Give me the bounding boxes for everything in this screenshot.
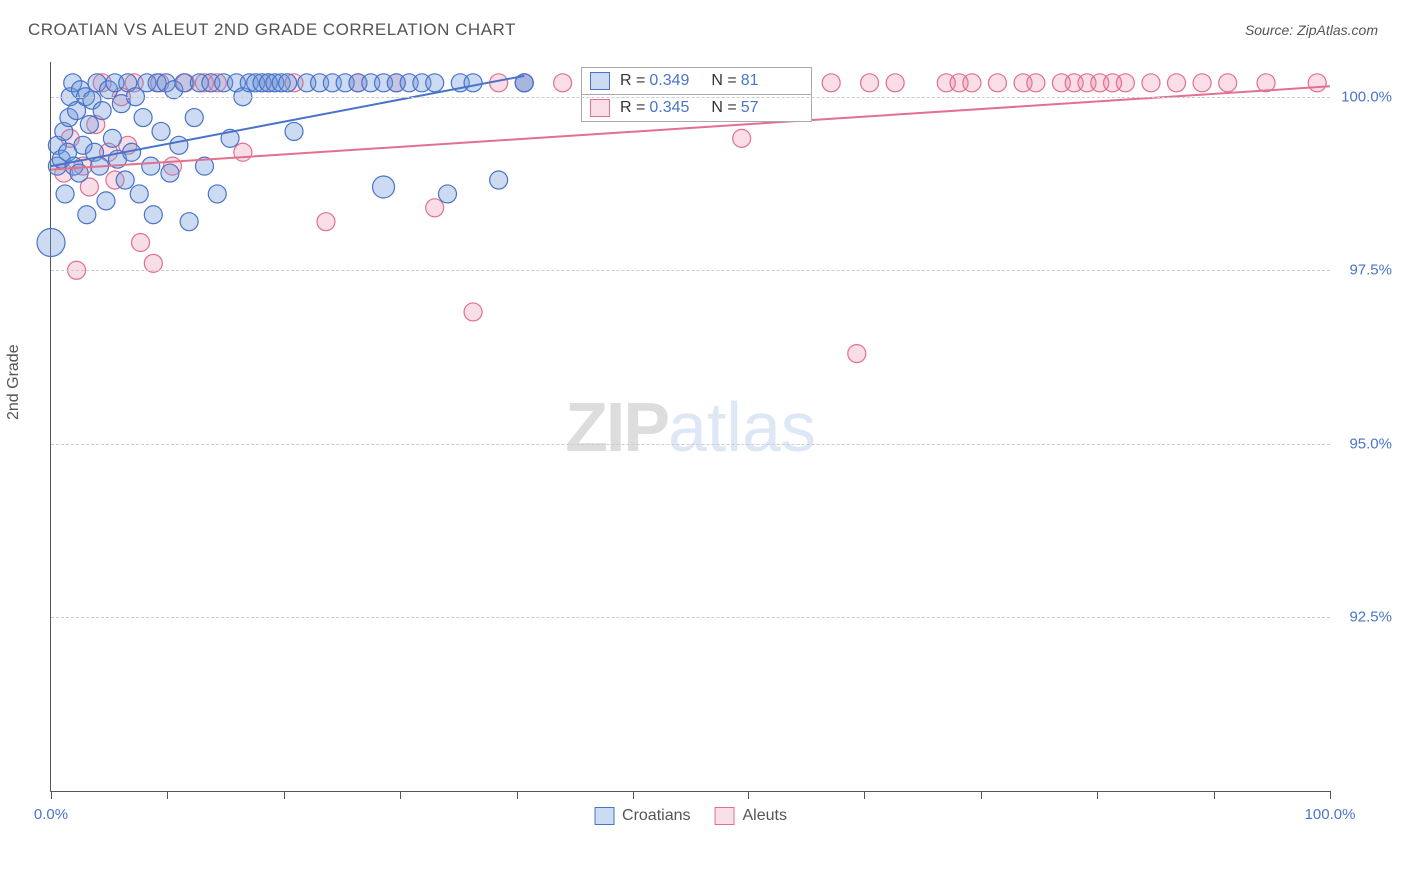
data-point	[103, 129, 121, 147]
y-tick-label: 97.5%	[1337, 262, 1392, 279]
data-point	[185, 109, 203, 127]
x-tick	[284, 791, 285, 799]
data-point	[142, 157, 160, 175]
data-point	[116, 171, 134, 189]
x-tick	[167, 791, 168, 799]
data-point	[822, 74, 840, 92]
data-point	[161, 164, 179, 182]
x-tick	[517, 791, 518, 799]
chart-title: CROATIAN VS ALEUT 2ND GRADE CORRELATION …	[28, 20, 516, 40]
data-point	[80, 115, 98, 133]
x-tick	[1097, 791, 1098, 799]
stats-row-croatians: R = 0.349 N = 81	[582, 68, 811, 94]
data-point	[1142, 74, 1160, 92]
stats-row-aleuts: R = 0.345 N = 57	[582, 94, 811, 121]
gridline	[51, 97, 1330, 98]
x-tick	[864, 791, 865, 799]
y-axis-label: 2nd Grade	[5, 344, 23, 420]
chart-svg	[51, 62, 1330, 791]
data-point	[144, 206, 162, 224]
data-point	[56, 185, 74, 203]
data-point	[1168, 74, 1186, 92]
data-point	[170, 136, 188, 154]
data-point	[134, 109, 152, 127]
x-tick	[981, 791, 982, 799]
data-point	[285, 122, 303, 140]
data-point	[152, 122, 170, 140]
swatch-aleuts	[590, 99, 610, 117]
y-tick-label: 100.0%	[1337, 88, 1392, 105]
data-point	[130, 185, 148, 203]
data-point	[963, 74, 981, 92]
data-point	[317, 213, 335, 231]
data-point	[1219, 74, 1237, 92]
swatch-croatians	[590, 72, 610, 90]
legend-swatch-croatians	[594, 807, 614, 825]
gridline	[51, 270, 1330, 271]
data-point	[1308, 74, 1326, 92]
data-point	[180, 213, 198, 231]
legend-item-aleuts: Aleuts	[715, 807, 787, 825]
y-tick-label: 92.5%	[1337, 609, 1392, 626]
x-tick	[400, 791, 401, 799]
y-tick-label: 95.0%	[1337, 435, 1392, 452]
data-point	[490, 171, 508, 189]
data-point	[426, 74, 444, 92]
data-point	[132, 234, 150, 252]
data-point	[426, 199, 444, 217]
data-point	[93, 102, 111, 120]
data-point	[208, 185, 226, 203]
data-point	[464, 303, 482, 321]
data-point	[886, 74, 904, 92]
data-point	[97, 192, 115, 210]
legend-item-croatians: Croatians	[594, 807, 690, 825]
source-attribution: Source: ZipAtlas.com	[1245, 22, 1378, 38]
x-tick	[1330, 791, 1331, 799]
data-point	[988, 74, 1006, 92]
data-point	[373, 176, 395, 198]
stats-box: R = 0.349 N = 81 R = 0.345 N = 57	[581, 67, 812, 122]
x-tick-label: 0.0%	[34, 806, 68, 823]
data-point	[554, 74, 572, 92]
data-point	[464, 74, 482, 92]
legend-swatch-aleuts	[715, 807, 735, 825]
data-point	[37, 229, 65, 257]
gridline	[51, 444, 1330, 445]
data-point	[438, 185, 456, 203]
data-point	[848, 345, 866, 363]
data-point	[1116, 74, 1134, 92]
data-point	[1193, 74, 1211, 92]
x-tick	[1214, 791, 1215, 799]
data-point	[1027, 74, 1045, 92]
data-point	[78, 206, 96, 224]
data-point	[234, 143, 252, 161]
x-tick-label: 100.0%	[1305, 806, 1356, 823]
gridline	[51, 617, 1330, 618]
x-tick	[748, 791, 749, 799]
x-tick	[51, 791, 52, 799]
data-point	[861, 74, 879, 92]
data-point	[279, 74, 297, 92]
plot-area: ZIPatlas R = 0.349 N = 81 R = 0.345 N = …	[50, 62, 1330, 792]
x-tick	[633, 791, 634, 799]
data-point	[733, 129, 751, 147]
legend: Croatians Aleuts	[594, 807, 787, 825]
